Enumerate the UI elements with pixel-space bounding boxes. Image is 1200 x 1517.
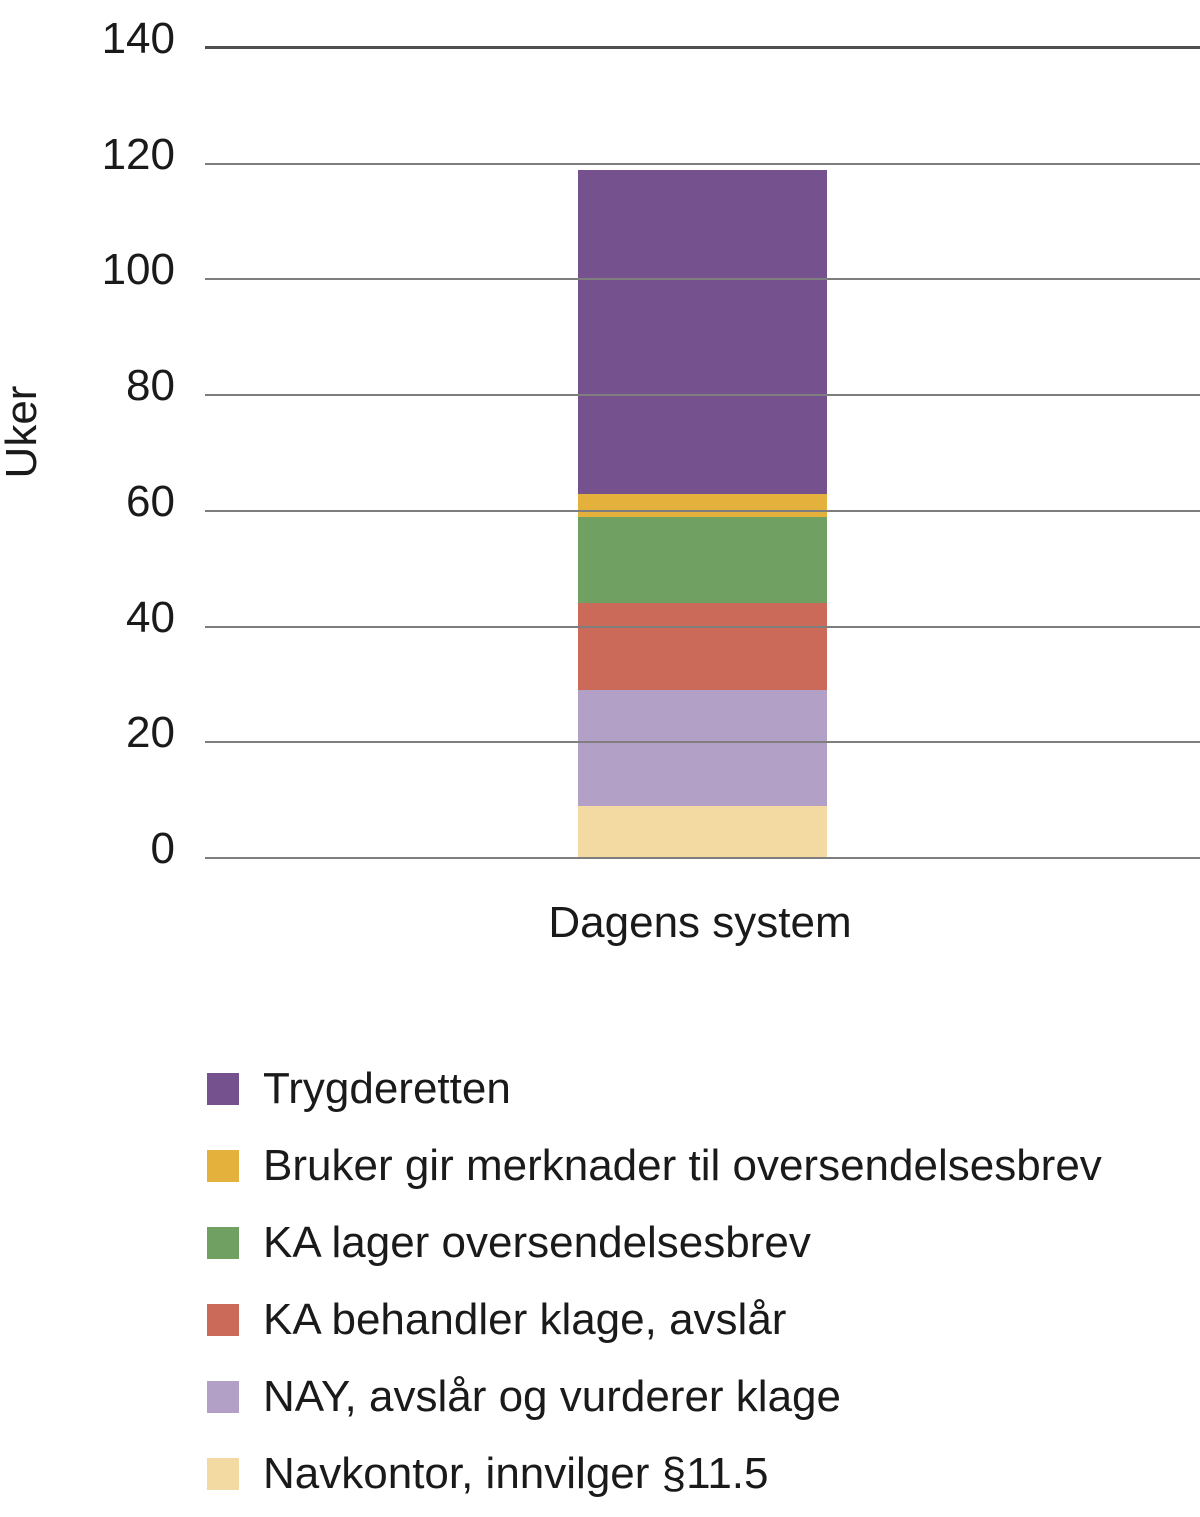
gridline-100: [205, 278, 1200, 281]
legend-label-bruker-gir-merknader-til-oversendelsesbrev: Bruker gir merknader til oversendelsesbr…: [263, 1140, 1102, 1190]
bar-segment-trygderetten: [578, 169, 827, 494]
y-tick-label-0: 0: [150, 824, 175, 873]
gridline-120: [205, 162, 1200, 165]
bar-segment-nay-avsl-r-og-vurderer-klage: [578, 690, 827, 806]
legend-swatch-navkontor-innvilger-11-5: [207, 1457, 239, 1490]
gridline-80: [205, 394, 1200, 397]
bar-segment-ka-behandler-klage-avsl-r: [578, 603, 827, 691]
y-tick-label-20: 20: [126, 708, 175, 758]
legend-swatch-bruker-gir-merknader-til-oversendelsesbrev: [207, 1149, 239, 1182]
gridline-40: [205, 625, 1200, 628]
legend-swatch-ka-lager-oversendelsesbrev: [207, 1226, 239, 1259]
legend-item-trygderetten: Trygderetten: [207, 1050, 1102, 1127]
legend-item-ka-behandler-klage-avsl-r: KA behandler klage, avslår: [207, 1281, 1102, 1358]
legend-label-ka-lager-oversendelsesbrev: KA lager oversendelsesbrev: [263, 1217, 811, 1267]
legend-swatch-trygderetten: [207, 1072, 239, 1105]
gridline-0: [205, 857, 1200, 859]
plot-area: [205, 46, 1200, 859]
y-tick-label-40: 40: [126, 592, 175, 642]
stacked-bar-dagens-system: [578, 48, 827, 858]
x-category-label: Dagens system: [548, 898, 852, 947]
bar-segment-navkontor-innvilger-11-5: [578, 805, 827, 858]
legend: Trygderetten Bruker gir merknader til ove…: [207, 1050, 1102, 1512]
y-tick-label-120: 120: [101, 129, 175, 179]
legend-label-navkontor-innvilger-11-5: Navkontor, innvilger §11.5: [263, 1448, 769, 1498]
gridline-60: [205, 509, 1200, 512]
bar-segment-bruker-gir-merknader-til-oversendelsesbrev: [578, 493, 827, 517]
gridline-20: [205, 741, 1200, 744]
legend-label-trygderetten: Trygderetten: [263, 1063, 511, 1113]
legend-label-nay-avsl-r-og-vurderer-klage: NAY, avslår og vurderer klage: [263, 1371, 841, 1421]
y-tick-label-140: 140: [101, 14, 175, 63]
y-tick-label-80: 80: [126, 361, 175, 411]
y-tick-label-100: 100: [101, 245, 175, 295]
legend-item-navkontor-innvilger-11-5: Navkontor, innvilger §11.5: [207, 1435, 1102, 1512]
y-tick-label-60: 60: [126, 476, 175, 526]
legend-swatch-nay-avsl-r-og-vurderer-klage: [207, 1380, 239, 1413]
legend-label-ka-behandler-klage-avsl-r: KA behandler klage, avslår: [263, 1294, 787, 1344]
gridline-140: [205, 46, 1200, 49]
legend-item-bruker-gir-merknader-til-oversendelsesbrev: Bruker gir merknader til oversendelsesbr…: [207, 1127, 1102, 1204]
legend-item-ka-lager-oversendelsesbrev: KA lager oversendelsesbrev: [207, 1204, 1102, 1281]
bar-segment-ka-lager-oversendelsesbrev: [578, 516, 827, 604]
legend-item-nay-avsl-r-og-vurderer-klage: NAY, avslår og vurderer klage: [207, 1358, 1102, 1435]
legend-swatch-ka-behandler-klage-avsl-r: [207, 1303, 239, 1336]
